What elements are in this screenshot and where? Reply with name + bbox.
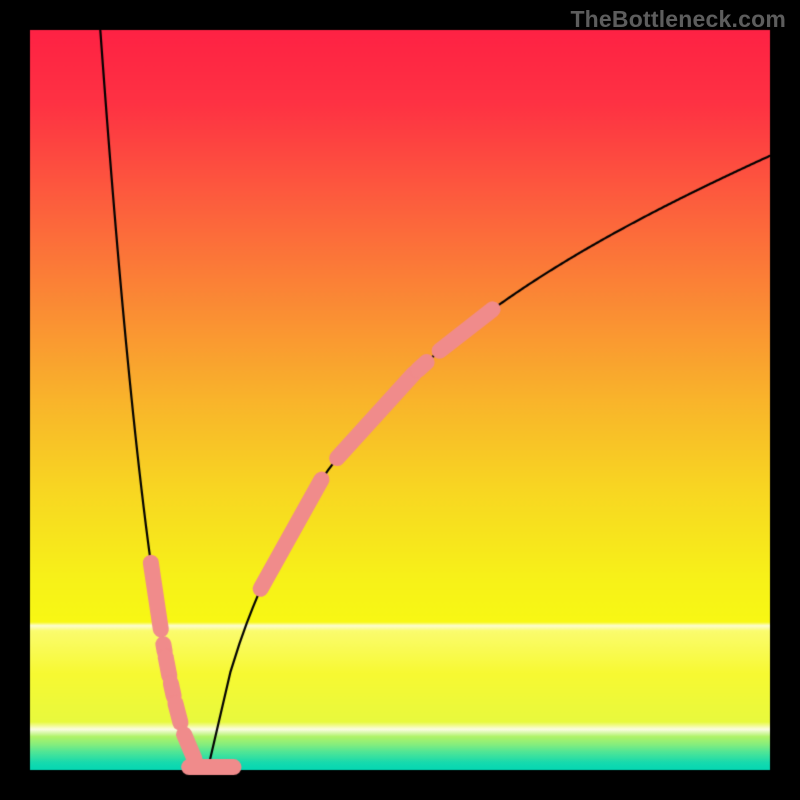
curve-markers [0, 0, 800, 800]
watermark-text: TheBottleneck.com [570, 6, 786, 33]
chart-stage: TheBottleneck.com [0, 0, 800, 800]
